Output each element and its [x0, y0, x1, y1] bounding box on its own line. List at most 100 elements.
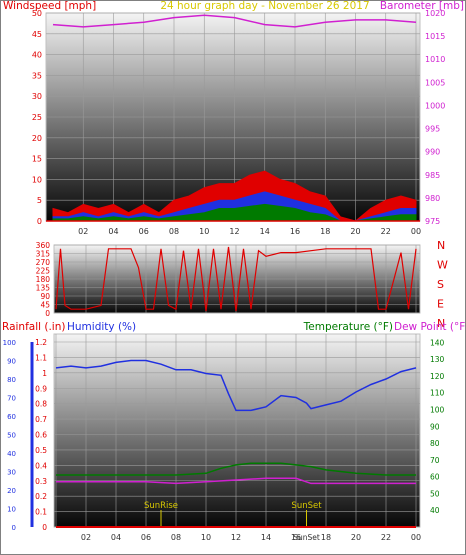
right-axis: 975 980 985 990 995 1000 1005 1010 1015 1020: [425, 9, 445, 226]
x-tick-label: 18: [320, 227, 330, 236]
x-tick-label: 10: [201, 533, 211, 542]
direction-tick-label: 45: [40, 301, 50, 310]
x-tick-label: 12: [229, 227, 239, 236]
humidity-tick-label: 100: [3, 339, 16, 347]
temperature-tick-label: 120: [430, 372, 445, 381]
windspeed-tick-label: 35: [32, 71, 42, 80]
humidity-tick-label: 70: [7, 395, 16, 403]
barometer-tick-label: 995: [425, 125, 440, 134]
windspeed-tick-label: 25: [32, 113, 42, 122]
direction-tick-label: 360: [36, 241, 51, 250]
rainfall-tick-label: 0.4: [35, 461, 47, 470]
series-wind-direction: [55, 246, 417, 312]
temperature-axis-label: Temperature (°F): [303, 321, 393, 333]
humidity-tick-label: 30: [7, 469, 16, 477]
humidity-tick-label: 90: [7, 358, 16, 366]
rainfall-axis-label: Rainfall (.in): [2, 321, 65, 333]
temperature-tick-label: 100: [430, 406, 445, 415]
series-humidity: [55, 359, 417, 412]
series: [55, 246, 417, 312]
x-tick-label: 14: [260, 227, 270, 236]
series-wind-average: [52, 203, 417, 222]
x-tick-label: 02: [78, 227, 88, 236]
temperature-tick-label: 50: [430, 489, 440, 498]
x-tick-label: 20: [350, 227, 360, 236]
x-tick-label: 04: [108, 227, 118, 236]
series: [52, 14, 417, 222]
rainfall-tick-label: 0.3: [35, 477, 47, 486]
humidity-tick-label: 0: [12, 524, 16, 532]
wind-barometer-chart: Windspeed [mph] 24 hour graph day - Nove…: [3, 0, 464, 236]
sunset-label: SunSet: [291, 501, 322, 511]
sun-markers: SunRise SunSet: [144, 501, 322, 527]
humidity-axis: 0 10 20 30 40 50 60 70 80 90 100: [3, 339, 34, 532]
temperature-tick-label: 140: [430, 338, 445, 347]
x-axis: 02 04 06 08 10 12 14 16 18 20 22 00 SunSet: [81, 533, 421, 542]
x-tick-label: 06: [139, 227, 149, 236]
temperature-humidity-chart: Rainfall (.in) Humidity (%) Temperature …: [2, 321, 466, 542]
compass-label: N: [437, 317, 445, 330]
rainfall-tick-label: 0: [42, 523, 47, 532]
x-tick-label: 14: [261, 533, 271, 542]
rainfall-tick-label: 0.9: [35, 384, 47, 393]
barometer-tick-label: 980: [425, 194, 440, 203]
direction-tick-label: 225: [36, 267, 51, 276]
series-dew-point: [56, 477, 416, 485]
rainfall-tick-label: 0.6: [35, 431, 47, 440]
x-tick-label: 16: [291, 533, 301, 542]
left-axis: 0 5 10 15 20 25 30 35 40 45 50: [32, 9, 42, 226]
barometer-tick-label: 1020: [425, 9, 445, 18]
barometer-tick-label: 1015: [425, 32, 445, 41]
windspeed-tick-label: 20: [32, 134, 42, 143]
x-tick-label: 22: [381, 227, 391, 236]
temperature-tick-label: 80: [430, 439, 440, 448]
x-tick-label: 12: [231, 533, 241, 542]
x-tick-label: 00: [411, 227, 421, 236]
direction-tick-label: 135: [36, 284, 51, 293]
humidity-axis-label: Humidity (%): [67, 321, 136, 333]
humidity-tick-label: 10: [7, 506, 16, 514]
humidity-tick-label: 40: [7, 450, 16, 458]
humidity-tick-label: 20: [7, 487, 16, 495]
rainfall-tick-label: 1.1: [35, 353, 47, 362]
windspeed-tick-label: 5: [37, 196, 42, 205]
temperature-axis: 40 50 60 70 80 90 100 110 120 130 140: [430, 338, 445, 515]
sunrise-label: SunRise: [144, 501, 178, 511]
graph-title: 24 hour graph day - November 26 2017: [160, 0, 369, 12]
temperature-tick-label: 90: [430, 422, 440, 431]
dewpoint-axis-label: Dew Point (°F): [394, 321, 466, 333]
direction-tick-label: 180: [36, 275, 51, 284]
humidity-tick-label: 80: [7, 376, 16, 384]
windspeed-tick-label: 15: [32, 155, 42, 164]
humidity-tick-label: 50: [7, 432, 16, 440]
compass-label: E: [437, 298, 444, 311]
windspeed-tick-label: 10: [32, 175, 42, 184]
series-wind-speed: [52, 191, 417, 222]
x-tick-label: 08: [169, 227, 179, 236]
x-tick-label: 08: [171, 533, 181, 542]
x-tick-label: 04: [111, 533, 121, 542]
rainfall-tick-label: 0.1: [35, 508, 47, 517]
compass-label: W: [437, 259, 448, 272]
windspeed-tick-label: 50: [32, 9, 42, 18]
x-tick-label: 02: [81, 533, 91, 542]
barometer-tick-label: 1000: [425, 101, 445, 110]
barometer-tick-label: 1005: [425, 78, 445, 87]
series-barometer: [52, 14, 417, 28]
plot-area: [53, 333, 421, 528]
barometer-axis-label: Barometer [mb]: [380, 0, 464, 12]
windspeed-tick-label: 30: [32, 92, 42, 101]
rainfall-tick-label: 1.2: [35, 338, 47, 347]
windspeed-tick-label: 40: [32, 51, 42, 60]
gridlines: [54, 334, 420, 528]
direction-tick-label: 90: [40, 292, 50, 301]
barometer-tick-label: 1010: [425, 55, 445, 64]
sunset-axis-label: SunSet: [293, 533, 320, 542]
x-tick-label: 00: [411, 533, 421, 542]
rainfall-tick-label: 0.7: [35, 415, 47, 424]
x-tick-label: 18: [321, 533, 331, 542]
rainfall-tick-label: 0.2: [35, 492, 47, 501]
